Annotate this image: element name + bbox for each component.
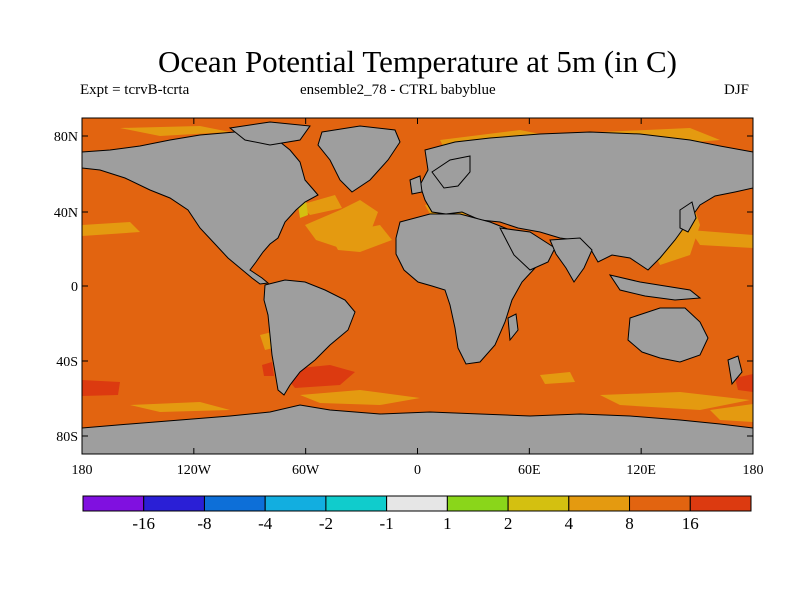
colorbar-swatch bbox=[386, 495, 448, 512]
anomaly-patch-southern-2 bbox=[600, 392, 750, 410]
landmass-arabia bbox=[499, 227, 556, 271]
lat-tick-label: 40S bbox=[56, 355, 78, 370]
anomaly-patch-newfoundland bbox=[300, 195, 342, 215]
landmass-antarctica bbox=[82, 404, 753, 454]
map-title: Ocean Potential Temperature at 5m (in C) bbox=[158, 44, 677, 79]
anomaly-patch-southeast-pacific-coast bbox=[262, 362, 274, 376]
latitude-axis: 80N 40N 0 40S 80S bbox=[54, 130, 753, 445]
lat-tick-label: 80S bbox=[56, 430, 78, 445]
lon-tick-label: 180 bbox=[72, 463, 93, 478]
colorbar-swatch bbox=[82, 495, 145, 512]
landmass-indonesia bbox=[608, 274, 702, 301]
colorbar: -16 -8 -4 -2 -1 1 2 4 8 16 bbox=[82, 495, 752, 533]
landmass-new-zealand bbox=[727, 355, 743, 386]
anomaly-patch-east-pacific bbox=[82, 222, 140, 236]
colorbar-label: -1 bbox=[380, 514, 394, 533]
landmass-madagascar bbox=[507, 313, 519, 342]
colorbar-swatch bbox=[264, 495, 327, 512]
colorbar-label: 16 bbox=[682, 514, 699, 533]
lat-tick-label: 80N bbox=[54, 130, 78, 145]
colorbar-swatch bbox=[446, 495, 509, 512]
lon-tick-label: 120W bbox=[177, 463, 212, 478]
landmass-africa bbox=[395, 213, 536, 365]
anomaly-patch-atlantic-mid bbox=[330, 225, 392, 252]
colorbar-swatch bbox=[325, 495, 388, 512]
colorbar-label: -2 bbox=[319, 514, 333, 533]
colorbar-label: 1 bbox=[443, 514, 452, 533]
lon-tick-label: 180 bbox=[743, 463, 764, 478]
anomaly-patch-southwest-pacific bbox=[735, 374, 753, 392]
colorbar-label: 2 bbox=[504, 514, 513, 533]
anomaly-patch-southern-3 bbox=[130, 402, 230, 412]
landmass-greenland bbox=[317, 125, 401, 193]
lat-tick-label: 0 bbox=[71, 280, 78, 295]
anomaly-patch-tasman bbox=[710, 404, 753, 422]
colorbar-swatch bbox=[568, 495, 631, 512]
anomaly-patch-southern-1 bbox=[300, 390, 420, 405]
landmass-south-america bbox=[263, 279, 356, 396]
lon-tick-label: 60E bbox=[518, 463, 541, 478]
landmass-japan bbox=[679, 201, 697, 233]
landmass-india bbox=[549, 237, 593, 283]
ensemble-label: ensemble2_78 - CTRL babyblue bbox=[300, 82, 496, 98]
colorbar-swatch bbox=[629, 495, 691, 512]
colorbar-label: -4 bbox=[258, 514, 273, 533]
lon-tick-label: 120E bbox=[626, 463, 656, 478]
colorbar-label: 8 bbox=[625, 514, 634, 533]
landmass-australia bbox=[627, 307, 709, 363]
anomaly-patch-arctic-west bbox=[120, 126, 230, 136]
colorbar-swatch bbox=[689, 495, 752, 512]
land-masses bbox=[82, 121, 753, 454]
season-label: DJF bbox=[724, 82, 750, 98]
landmass-eurasia bbox=[419, 131, 753, 271]
landmass-scandinavia bbox=[431, 155, 471, 189]
colorbar-swatch bbox=[507, 495, 570, 512]
landmass-canadian-archipelago bbox=[228, 121, 311, 146]
longitude-axis: 180 120W 60W 0 60E 120E 180 bbox=[72, 118, 764, 478]
colorbar-swatch bbox=[203, 495, 266, 512]
lon-tick-label: 60W bbox=[292, 463, 320, 478]
anomaly-patch-southeast-pacific bbox=[82, 380, 120, 396]
colorbar-label: -8 bbox=[197, 514, 211, 533]
anomaly-patch-north-pacific bbox=[690, 230, 753, 248]
experiment-label: Expt = tcrvB-tcrta bbox=[80, 82, 190, 98]
landmass-uk bbox=[409, 175, 423, 195]
colorbar-label: 4 bbox=[565, 514, 574, 533]
anomaly-patch-north-atlantic bbox=[305, 200, 378, 248]
lat-tick-label: 40N bbox=[54, 206, 78, 221]
colorbar-swatch bbox=[143, 495, 205, 512]
colorbar-label: -16 bbox=[132, 514, 155, 533]
lon-tick-label: 0 bbox=[414, 463, 421, 478]
anomaly-patch-south-indian bbox=[540, 372, 575, 384]
